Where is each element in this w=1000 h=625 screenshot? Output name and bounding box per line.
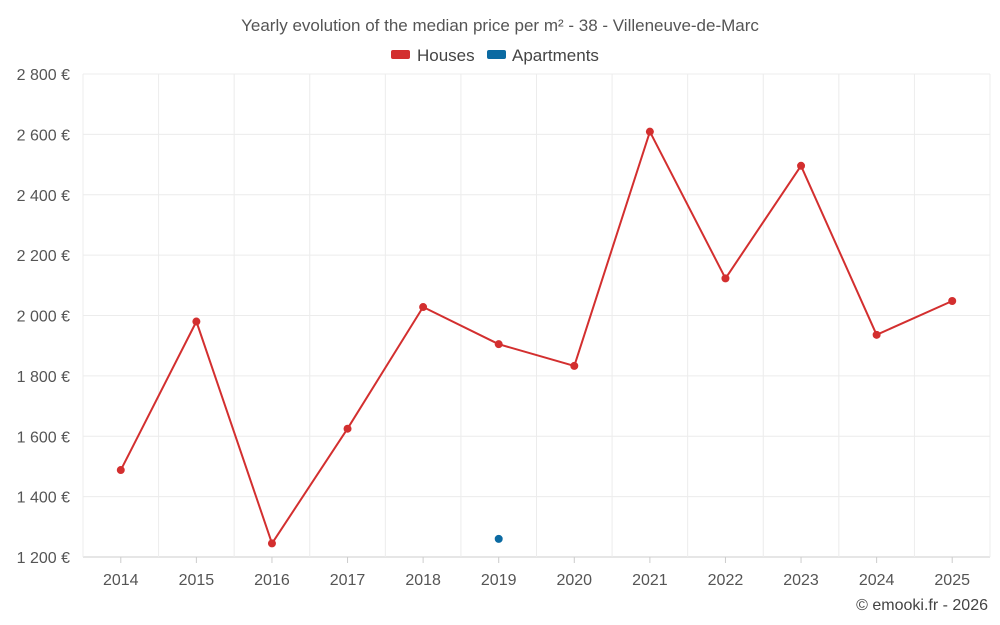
x-tick-label: 2023 [783,572,819,589]
y-tick-label: 2 400 € [17,188,70,205]
y-tick-label: 1 400 € [17,490,70,507]
x-tick-label: 2016 [254,572,290,589]
data-point-houses-2023[interactable] [797,161,806,170]
data-point-houses-2020[interactable] [570,361,579,370]
data-point-houses-2025[interactable] [948,297,957,306]
series-line-houses [119,130,953,545]
x-axis: 2014 2015 2016 2017 2018 2019 2020 2021 2022 2023… [103,557,970,589]
y-tick-label: 2 000 € [17,309,70,326]
legend: Houses Apartments [391,46,599,65]
x-tick-label: 2017 [330,572,366,589]
grid [82,73,991,558]
y-tick-label: 1 600 € [17,429,70,446]
data-point-houses-2016[interactable] [267,539,276,548]
x-tick-label: 2025 [934,572,970,589]
legend-swatch-apartments [487,50,506,59]
data-point-houses-2022[interactable] [721,274,730,283]
credit-text: © emooki.fr - 2026 [856,597,988,614]
y-tick-label: 2 200 € [17,248,70,265]
x-tick-label: 2015 [179,572,215,589]
data-point-houses-2014[interactable] [116,466,125,475]
x-tick-label: 2024 [859,572,895,589]
data-point-houses-2021[interactable] [645,127,654,136]
legend-label-apartments: Apartments [512,46,599,65]
y-tick-label: 2 600 € [17,127,70,144]
x-tick-label: 2014 [103,572,139,589]
x-tick-label: 2018 [405,572,441,589]
data-point-houses-2024[interactable] [872,330,881,339]
data-point-houses-2018[interactable] [419,303,428,312]
x-tick-label: 2021 [632,572,668,589]
y-tick-label: 2 800 € [17,67,70,84]
data-point-apartments-2019[interactable] [494,534,503,543]
series-layer [116,127,957,548]
chart-title: Yearly evolution of the median price per… [241,16,759,35]
data-point-houses-2015[interactable] [192,317,201,326]
data-point-houses-2019[interactable] [494,340,503,349]
legend-item-houses[interactable]: Houses [391,46,475,65]
y-tick-label: 1 800 € [17,369,70,386]
legend-swatch-houses [391,50,410,59]
x-tick-label: 2022 [708,572,744,589]
y-axis: 1 200 € 1 400 € 1 600 € 1 800 € 2 000 € 2 200… [17,67,70,567]
x-tick-label: 2020 [556,572,592,589]
data-point-houses-2017[interactable] [343,424,352,433]
legend-item-apartments[interactable]: Apartments [487,46,599,65]
y-tick-label: 1 200 € [17,550,70,567]
x-tick-label: 2019 [481,572,517,589]
legend-label-houses: Houses [417,46,475,65]
